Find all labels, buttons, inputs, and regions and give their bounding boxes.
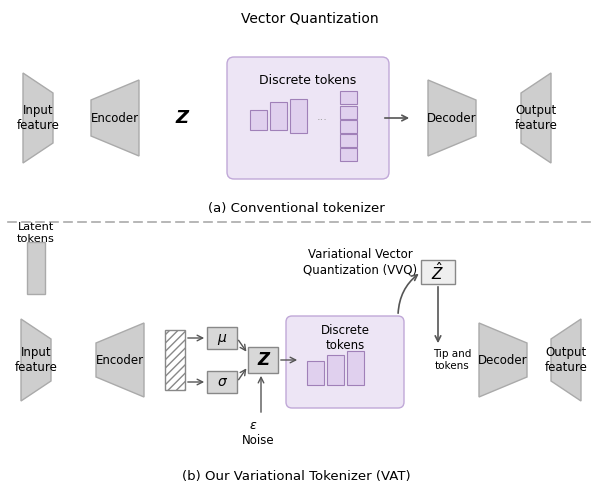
Polygon shape xyxy=(521,73,551,163)
Polygon shape xyxy=(21,319,51,401)
Text: Output
feature: Output feature xyxy=(514,104,558,132)
Bar xyxy=(289,99,307,133)
FancyBboxPatch shape xyxy=(286,316,404,408)
Polygon shape xyxy=(479,323,527,397)
Bar xyxy=(339,105,356,119)
Bar xyxy=(207,327,237,349)
Text: ···: ··· xyxy=(317,115,327,125)
Text: μ: μ xyxy=(218,331,226,345)
Bar xyxy=(339,134,356,146)
Bar xyxy=(339,120,356,133)
Text: Discrete tokens: Discrete tokens xyxy=(259,73,356,87)
Bar xyxy=(421,260,455,284)
Bar xyxy=(27,242,45,294)
Polygon shape xyxy=(96,323,144,397)
Polygon shape xyxy=(428,80,476,156)
Text: Output
feature: Output feature xyxy=(545,346,587,374)
Text: Latent
tokens: Latent tokens xyxy=(17,222,55,244)
Text: (b) Our Variational Tokenizer (VAT): (b) Our Variational Tokenizer (VAT) xyxy=(182,469,410,483)
Text: Discrete
tokens: Discrete tokens xyxy=(320,324,369,352)
Text: Encoder: Encoder xyxy=(96,353,144,366)
Bar xyxy=(307,361,323,385)
Text: (a) Conventional tokenizer: (a) Conventional tokenizer xyxy=(208,202,384,214)
Bar xyxy=(339,147,356,160)
Bar xyxy=(269,102,287,130)
Text: $\hat{Z}$: $\hat{Z}$ xyxy=(432,261,445,283)
Bar xyxy=(249,110,266,130)
Text: Input
feature: Input feature xyxy=(15,346,57,374)
Text: Z: Z xyxy=(257,351,269,369)
Bar xyxy=(346,351,363,385)
Bar xyxy=(165,330,185,390)
FancyBboxPatch shape xyxy=(227,57,389,179)
Polygon shape xyxy=(91,80,139,156)
Text: Z: Z xyxy=(175,109,188,127)
Bar xyxy=(248,347,278,373)
Text: Vector Quantization: Vector Quantization xyxy=(241,11,379,25)
Text: σ: σ xyxy=(218,375,226,389)
Text: Noise: Noise xyxy=(242,434,274,447)
Text: Input
feature: Input feature xyxy=(17,104,59,132)
Bar xyxy=(207,371,237,393)
Text: Decoder: Decoder xyxy=(427,111,477,124)
Text: Decoder: Decoder xyxy=(478,353,528,366)
Text: Variational Vector
Quantization (VVQ): Variational Vector Quantization (VVQ) xyxy=(303,248,417,276)
Bar xyxy=(327,355,343,385)
Bar xyxy=(339,91,356,104)
Polygon shape xyxy=(551,319,581,401)
Text: ε: ε xyxy=(250,418,256,432)
Text: Tip and
tokens: Tip and tokens xyxy=(433,349,471,371)
Text: Encoder: Encoder xyxy=(91,111,139,124)
Polygon shape xyxy=(23,73,53,163)
